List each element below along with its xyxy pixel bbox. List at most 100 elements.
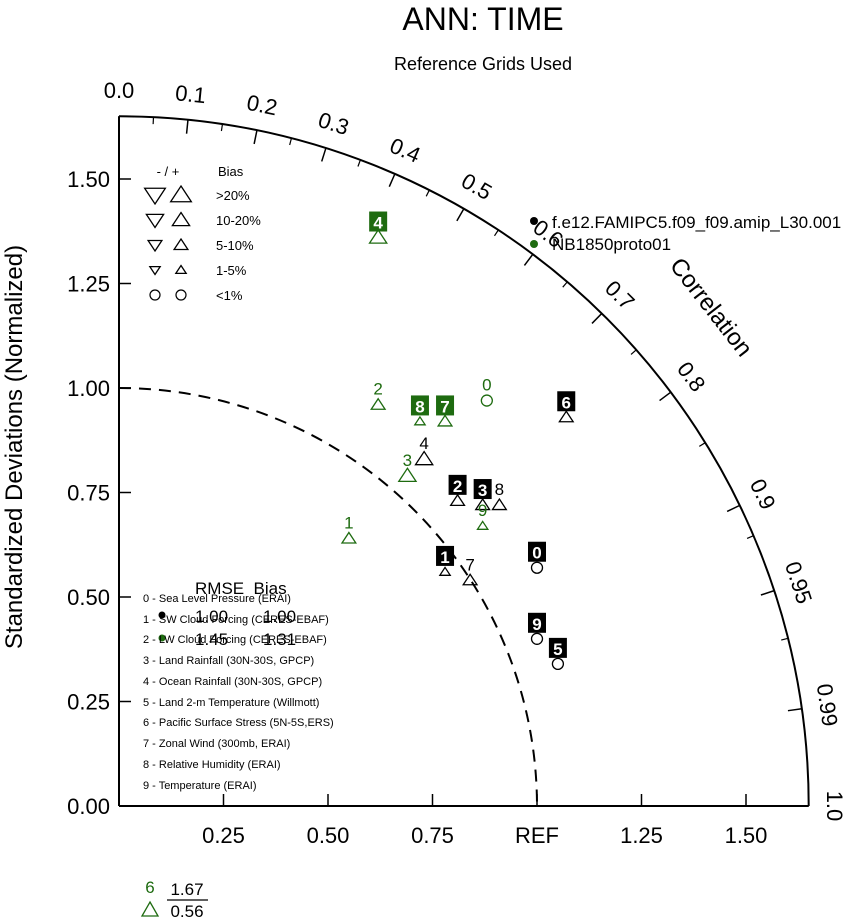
x-tick-label: 0.50 [307,823,350,848]
correlation-minor-tick [493,229,499,237]
correlation-tick-mark [760,589,775,596]
rmse-legend-rmse-1: 1.45 [195,630,228,649]
point-1-0-label: 0 [482,376,491,395]
variable-legend-item-7: 7 - Zonal Wind (300mb, ERAI) [143,738,290,750]
variable-legend-item-8: 8 - Relative Humidity (ERAI) [143,759,281,771]
rmse-legend-dot-1 [158,634,166,642]
point-1-7-label-box [436,395,455,416]
rmse-legend: RMSE Bias 1.00 1.00 1.45 1.31 [158,579,296,649]
correlation-minor-tick [289,138,293,146]
y-axis-label: Standardized Deviations (Normalized) [1,245,28,649]
y-tick-label: 0.75 [67,481,110,506]
point-1-3-marker [397,467,418,483]
bias-legend-row-label: 1-5% [216,263,247,278]
x-tick-label: 0.75 [411,823,454,848]
bias-legend-down-triangle [148,265,162,276]
point-0-9-marker [530,632,544,645]
bias-legend-down-triangle [143,187,167,206]
point-0-3-label: 3 [478,481,487,500]
correlation-tick-label: 1.0 [822,791,847,822]
correlation-minor-tick [357,159,361,167]
bias-legend-up-triangle [169,184,193,203]
correlation-arc [118,115,810,807]
point-0-2-label: 2 [453,477,462,496]
point-1-2-marker [370,397,387,410]
case-1-legend-label: NB1850proto01 [552,235,671,254]
bias-legend-up-triangle [172,237,190,251]
point-0-5-label: 5 [553,640,562,659]
point-0-9-label: 9 [532,615,541,634]
case-1-legend-dot [530,240,538,248]
bias-legend-circle-plus [175,289,187,301]
point-1-9-marker [476,520,490,530]
point-1-7-marker [436,414,454,427]
point-1-8-label-box [410,395,429,416]
correlation-tick-mark [185,119,189,134]
variable-legend-item-1: 1 - SW Cloud Forcing (CERES-EBAF) [143,614,329,626]
correlation-tick-mark [726,504,741,513]
correlation-tick-mark [659,391,672,402]
chart-subtitle: Reference Grids Used [394,54,572,74]
correlation-minor-tick [746,535,754,539]
point-1-4-label: 4 [373,214,383,233]
point-0-4-label: 4 [419,434,428,453]
point-0-2-marker [449,493,466,507]
bias-legend-up-triangle [174,264,188,275]
correlation-tick-mark [591,312,603,324]
point-0-3-label-box [473,479,492,500]
bias-legend-row-label: 5-10% [216,238,254,253]
point-0-0-marker [530,561,544,574]
offscale-triangle-marker [140,900,160,917]
correlation-tick-label: 0.95 [780,558,817,606]
correlation-minor-tick [425,189,430,197]
offscale-label: 6 [145,878,154,897]
correlation-tick-label: 0.1 [174,80,207,108]
offscale-rmse: 1.67 [170,880,203,899]
point-0-5-marker [551,657,565,671]
rmse-legend-header: RMSE Bias [195,579,287,598]
point-1-8-marker [413,415,427,426]
correlation-tick-label: 0.9 [745,475,781,513]
point-0-6-label: 6 [562,393,571,412]
rmse-legend-bias-1: 1.31 [263,630,296,649]
offscale-bias: 0.56 [170,902,203,921]
chart-title: ANN: TIME [402,1,563,37]
point-1-1-marker [340,531,358,544]
correlation-tick-label: 0.0 [104,78,135,103]
bias-legend-row-label: >20% [216,188,250,203]
reference-arc [118,387,538,807]
x-tick-label: 1.25 [620,823,663,848]
bias-legend-row-label: 10-20% [216,213,261,228]
bias-legend-bias-header: Bias [218,164,244,179]
point-0-0-label: 0 [532,544,541,563]
bias-legend: - / + Bias [157,164,244,179]
correlation-tick-mark [523,253,534,266]
point-0-1-label-box [436,545,455,566]
variable-legend-item-3: 3 - Land Rainfall (30N-30S, GPCP) [143,655,314,667]
point-1-2-label: 2 [373,380,382,399]
point-0-7-label: 7 [465,555,474,574]
point-0-8-label: 8 [495,480,504,499]
correlation-tick-label: 0.5 [457,168,496,205]
point-0-3-marker [474,497,491,511]
point-0-0-label-box [528,541,546,562]
offscale-annotation: 6 1.67 0.56 [140,878,208,921]
rmse-legend-rmse-0: 1.00 [195,607,228,626]
correlation-minor-tick [562,281,568,288]
point-1-4-marker [368,228,388,244]
point-1-8-label: 8 [415,397,424,416]
variable-legend-item-6: 6 - Pacific Surface Stress (5N-5S,ERS) [143,717,334,729]
point-0-6-marker [558,410,575,423]
variable-legend: 0 - Sea Level Pressure (ERAI) 1 - SW Clo… [143,593,334,792]
point-1-3-label: 3 [403,451,412,470]
rmse-legend-dot-0 [158,611,166,619]
correlation-tick-label: 0.2 [245,90,280,121]
variable-legend-item-9: 9 - Temperature (ERAI) [143,780,257,792]
point-0-1-label: 1 [440,548,449,567]
ref-label: REF [515,823,559,848]
case-0-legend-dot [530,217,538,225]
correlation-tick-mark [253,130,258,145]
point-1-7-label: 7 [440,397,449,416]
y-tick-label: 1.50 [67,167,110,192]
point-1-1-label: 1 [344,513,353,532]
